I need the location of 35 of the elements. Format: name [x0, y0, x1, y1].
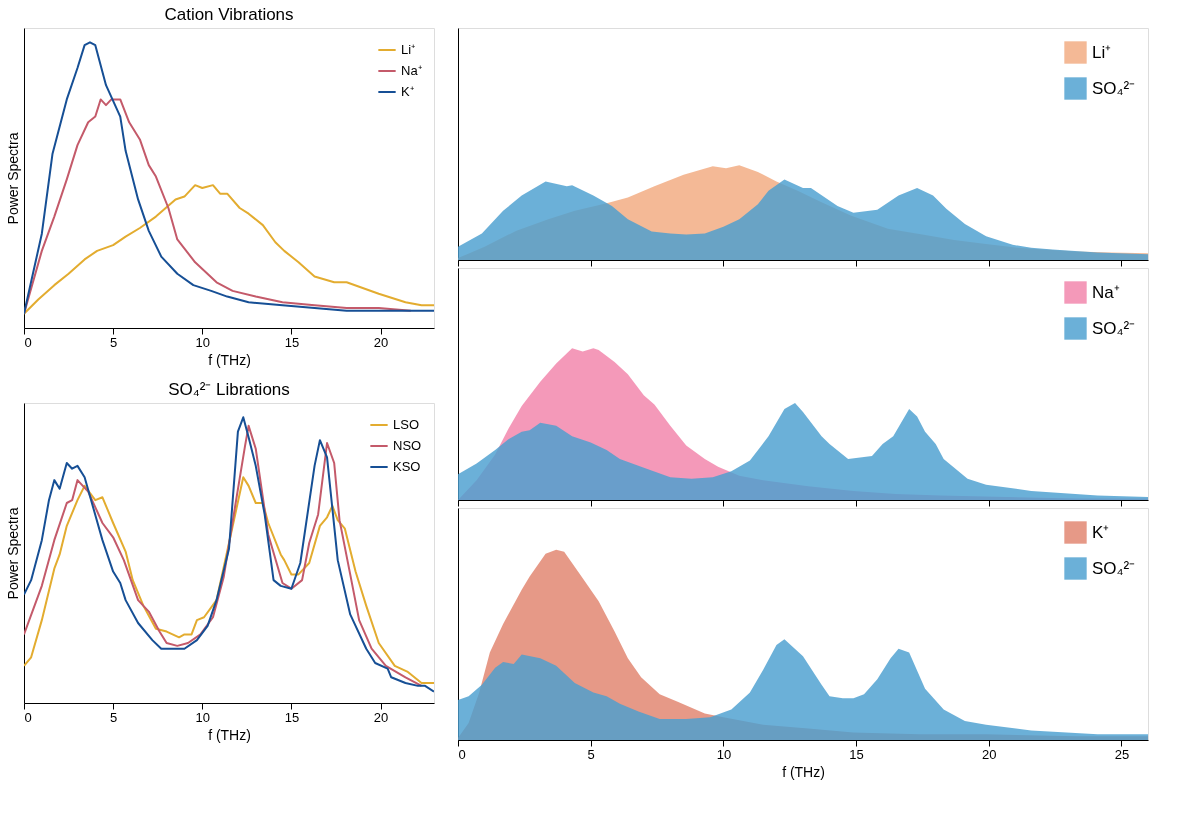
x-tick-label: 10 — [195, 709, 210, 725]
x-tick-label: 10 — [716, 746, 732, 762]
x-tick-label: 10 — [195, 334, 210, 350]
legend-label: SO₄²⁻ — [1092, 78, 1136, 98]
legend-label: K⁺ — [1092, 522, 1110, 542]
legend-label: Li⁺ — [1092, 42, 1112, 62]
legend-label: Na⁺ — [401, 63, 422, 78]
y-axis-title: Power Spectra — [4, 507, 21, 600]
legend-label: SO₄²⁻ — [1092, 558, 1136, 578]
x-axis-title: f (THz) — [782, 763, 825, 780]
x-tick-label: 0 — [458, 746, 466, 762]
legend-label: SO₄²⁻ — [1092, 318, 1136, 338]
legend-label: K⁺ — [401, 84, 414, 99]
legend-label: Na⁺ — [1092, 282, 1120, 302]
x-tick-label: 5 — [110, 709, 118, 725]
x-tick-label: 25 — [1114, 746, 1130, 762]
y-axis-title: Power Spectra — [4, 132, 21, 225]
x-tick-label: 5 — [110, 334, 118, 350]
chart-title: SO₄²⁻ Librations — [168, 380, 290, 399]
legend-label: LSO — [393, 417, 420, 432]
legend-label: Li⁺ — [401, 42, 416, 57]
x-tick-label: 20 — [982, 746, 997, 762]
chart-title: Cation Vibrations — [164, 5, 294, 24]
x-tick-label: 15 — [284, 334, 300, 350]
legend-label: KSO — [393, 459, 421, 474]
x-tick-label: 0 — [24, 709, 32, 725]
x-tick-label: 15 — [849, 746, 864, 762]
legend-label: NSO — [393, 438, 422, 453]
x-tick-label: 0 — [24, 334, 32, 350]
x-axis-title: f (THz) — [208, 726, 251, 743]
x-tick-label: 5 — [587, 746, 595, 762]
x-tick-label: 20 — [373, 709, 389, 725]
x-tick-label: 15 — [284, 709, 300, 725]
x-tick-label: 20 — [373, 334, 389, 350]
x-axis-title: f (THz) — [208, 351, 251, 368]
